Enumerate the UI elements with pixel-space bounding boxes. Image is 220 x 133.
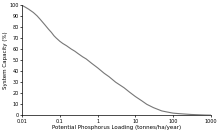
X-axis label: Potential Phosphorus Loading (tonnes/ha/year): Potential Phosphorus Loading (tonnes/ha/… <box>52 125 181 130</box>
Y-axis label: System Capacity (%): System Capacity (%) <box>3 31 8 89</box>
